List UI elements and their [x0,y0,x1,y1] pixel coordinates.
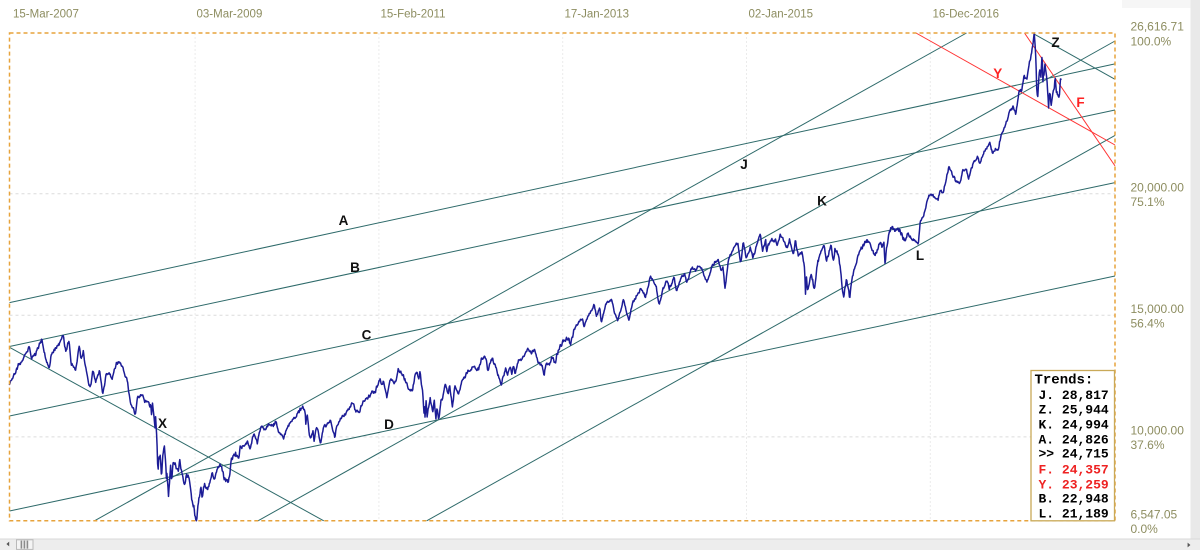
svg-text:A. 24,826: A. 24,826 [1039,432,1109,447]
svg-text:75.1%: 75.1% [1131,195,1165,209]
svg-text:L. 21,189: L. 21,189 [1039,506,1109,521]
svg-text:L: L [916,248,924,263]
svg-text:15,000.00: 15,000.00 [1131,302,1185,316]
svg-text:X: X [158,416,167,431]
svg-text:>> 24,715: >> 24,715 [1039,446,1109,461]
svg-text:F. 24,357: F. 24,357 [1039,462,1109,477]
svg-text:10,000.00: 10,000.00 [1131,423,1185,437]
svg-text:K. 24,994: K. 24,994 [1039,417,1109,432]
svg-text:A: A [339,213,349,228]
svg-text:100.0%: 100.0% [1131,34,1172,48]
svg-text:D: D [384,417,394,432]
svg-text:26,616.71: 26,616.71 [1131,20,1185,34]
svg-text:J: J [740,157,748,172]
svg-text:15-Mar-2007: 15-Mar-2007 [13,9,79,21]
svg-text:03-Mar-2009: 03-Mar-2009 [197,9,263,21]
svg-text:37.6%: 37.6% [1131,438,1165,452]
svg-text:56.4%: 56.4% [1131,316,1165,330]
svg-text:Y: Y [993,66,1002,81]
svg-text:20,000.00: 20,000.00 [1131,180,1185,194]
svg-text:C: C [362,328,372,343]
svg-text:02-Jan-2015: 02-Jan-2015 [749,9,814,21]
svg-text:Z: Z [1051,35,1059,50]
svg-text:K: K [817,194,827,209]
svg-text:B. 22,948: B. 22,948 [1039,491,1109,506]
svg-text:Z. 25,944: Z. 25,944 [1039,402,1109,417]
svg-text:B: B [350,260,360,275]
svg-text:J. 28,817: J. 28,817 [1039,388,1109,403]
svg-text:F: F [1076,95,1084,110]
svg-text:6,547.05: 6,547.05 [1131,507,1178,521]
svg-text:0.0%: 0.0% [1131,522,1159,536]
svg-text:Y. 23,259: Y. 23,259 [1039,477,1109,492]
svg-text:16-Dec-2016: 16-Dec-2016 [933,9,999,21]
svg-text:Trends:: Trends: [1035,372,1094,388]
svg-text:15-Feb-2011: 15-Feb-2011 [381,9,446,21]
svg-text:17-Jan-2013: 17-Jan-2013 [565,9,630,21]
